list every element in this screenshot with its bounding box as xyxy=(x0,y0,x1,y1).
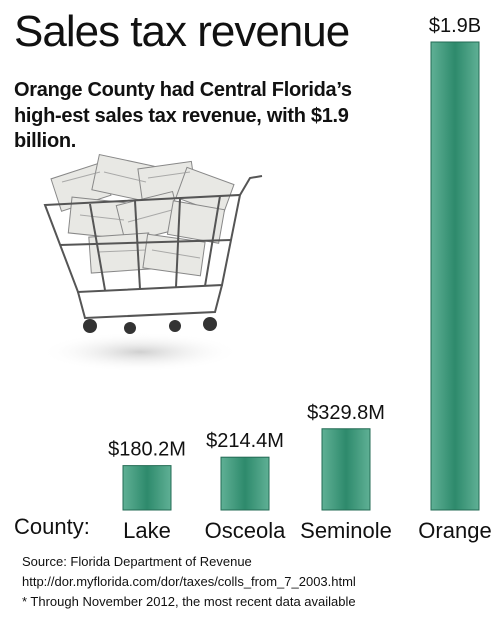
footnotes: Source: Florida Department of Revenue ht… xyxy=(22,552,356,612)
category-label-orange: Orange xyxy=(418,518,491,543)
source-note: Source: Florida Department of Revenue xyxy=(22,554,252,569)
bar-lake xyxy=(122,465,172,511)
value-label-osceola: $214.4M xyxy=(206,430,284,452)
bar-osceola xyxy=(220,456,270,511)
category-label-osceola: Osceola xyxy=(205,518,286,543)
bar-orange xyxy=(430,41,480,511)
value-label-seminole: $329.8M xyxy=(307,402,385,424)
category-label-lake: Lake xyxy=(123,518,171,543)
value-label-orange: $1.9B xyxy=(429,15,481,37)
source-url: http://dor.myflorida.com/dor/taxes/colls… xyxy=(22,574,356,590)
chart-title: Sales tax revenue xyxy=(14,7,350,56)
bar-seminole xyxy=(321,428,371,511)
chart-subtitle: Orange County had Central Florida’s high… xyxy=(14,79,352,153)
value-label-lake: $180.2M xyxy=(108,439,186,461)
axis-label-county: County: xyxy=(14,514,90,539)
shopping-cart-with-money-icon xyxy=(40,153,263,372)
category-label-seminole: Seminole xyxy=(300,518,392,543)
data-note: * Through November 2012, the most recent… xyxy=(22,594,356,610)
